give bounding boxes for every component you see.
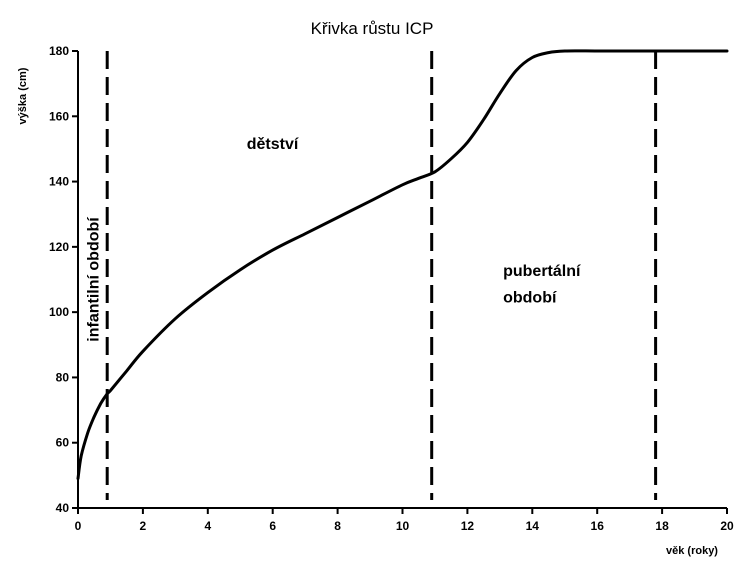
y-tick-label: 180 xyxy=(49,44,69,58)
growth-curve xyxy=(76,49,729,481)
period-dividers xyxy=(105,51,658,500)
period-label: pubertální xyxy=(503,263,581,280)
y-tick-label: 120 xyxy=(49,240,69,254)
x-tick-label: 4 xyxy=(204,519,211,533)
x-tick-label: 16 xyxy=(591,519,605,533)
x-axis-label: věk (roky) xyxy=(666,545,718,557)
x-tick-label: 10 xyxy=(396,519,410,533)
x-tick-label: 2 xyxy=(140,519,147,533)
x-tick-label: 6 xyxy=(269,519,276,533)
period-labels: infantilní období dětství pubertální období xyxy=(86,136,581,342)
y-axis-label: výška (cm) xyxy=(17,67,29,124)
x-ticks: 0 2 4 6 8 10 12 14 16 18 20 xyxy=(75,508,734,533)
x-tick-label: 20 xyxy=(720,519,734,533)
y-ticks: 40 60 80 100 120 140 160 180 xyxy=(49,44,78,515)
y-tick-label: 60 xyxy=(56,436,70,450)
x-tick-label: 0 xyxy=(75,519,82,533)
x-tick-label: 18 xyxy=(655,519,669,533)
x-tick-label: 8 xyxy=(334,519,341,533)
x-tick-label: 14 xyxy=(526,519,540,533)
period-label: dětství xyxy=(247,136,299,153)
x-tick-label: 12 xyxy=(461,519,475,533)
chart-title: Křivka růstu ICP xyxy=(311,19,434,38)
y-tick-label: 100 xyxy=(49,305,69,319)
y-tick-label: 40 xyxy=(56,501,70,515)
y-tick-label: 160 xyxy=(49,109,69,123)
period-label: období xyxy=(503,289,557,306)
y-tick-label: 80 xyxy=(56,370,70,384)
y-tick-label: 140 xyxy=(49,175,69,189)
period-label: infantilní období xyxy=(86,217,103,342)
